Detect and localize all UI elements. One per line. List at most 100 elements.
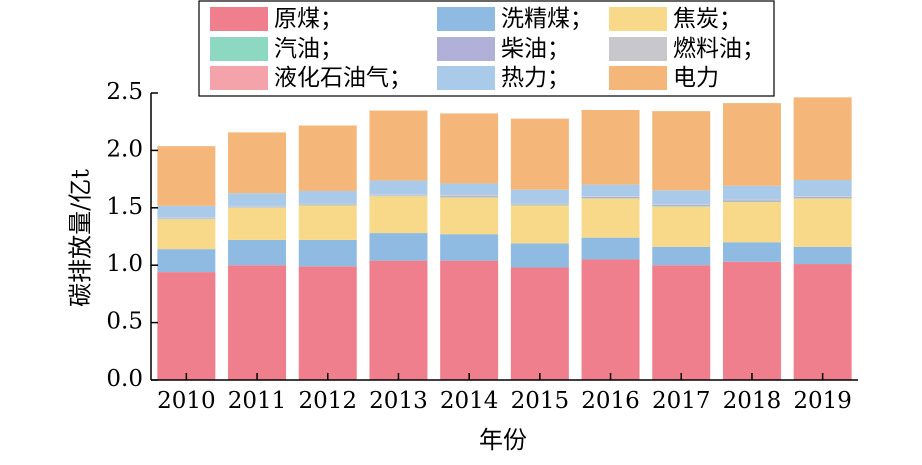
bar-segment <box>582 197 640 198</box>
y-tick-label: 0.0 <box>106 366 143 392</box>
legend-label: 热力； <box>501 65 570 91</box>
legend-label: 液化石油气； <box>274 65 412 91</box>
legend: 原煤；洗精煤；焦炭；汽油；柴油；燃料油；液化石油气；热力；电力 <box>199 1 774 96</box>
bar-segment <box>228 207 286 208</box>
bar-segment <box>723 200 781 201</box>
x-tick-label: 2017 <box>652 388 711 414</box>
y-tick-label: 2.0 <box>106 136 143 162</box>
legend-swatch <box>210 7 268 31</box>
bar-segment <box>794 180 852 196</box>
bar-segment <box>299 204 357 205</box>
bar-segment <box>157 219 215 220</box>
x-tick-label: 2015 <box>511 388 570 414</box>
bar-segment <box>228 207 286 208</box>
bar-segment <box>652 205 710 206</box>
bar-segment <box>794 196 852 197</box>
bar-segment <box>369 196 427 233</box>
x-tick-label: 2011 <box>228 388 287 414</box>
legend-swatch <box>437 37 495 61</box>
bar-segment <box>511 243 569 267</box>
bar-segment <box>228 208 286 240</box>
bar-segment <box>652 247 710 265</box>
bar-segment <box>369 111 427 181</box>
bar-segment <box>511 205 569 206</box>
y-tick-label: 1.5 <box>106 194 143 220</box>
bar-segment <box>157 218 215 219</box>
bar-segment <box>652 207 710 247</box>
legend-swatch <box>210 37 268 61</box>
bar-segment <box>652 206 710 207</box>
bar-segment <box>440 113 498 183</box>
bar-segment <box>794 247 852 264</box>
bar-segment <box>369 261 427 380</box>
bar-segment <box>440 183 498 194</box>
x-tick-label: 2018 <box>723 388 782 414</box>
bar-segment <box>652 190 710 204</box>
bar-segment <box>511 204 569 205</box>
bar-segment <box>228 132 286 193</box>
bar-segment <box>511 190 569 204</box>
bar-segment <box>723 200 781 201</box>
bar-segment <box>440 261 498 380</box>
bar-segment <box>228 206 286 207</box>
bar-segment <box>723 242 781 262</box>
bar-segment <box>440 197 498 198</box>
bar-segment <box>723 186 781 200</box>
x-tick-label: 2013 <box>369 388 428 414</box>
x-tick-label: 2012 <box>298 388 357 414</box>
bar-segment <box>582 199 640 238</box>
bar-segment <box>794 264 852 380</box>
legend-swatch <box>437 66 495 90</box>
bar-segment <box>299 125 357 190</box>
bar-segment <box>511 119 569 190</box>
bar-segment <box>157 146 215 206</box>
bar-segment <box>157 206 215 217</box>
legend-label: 柴油； <box>501 36 570 62</box>
y-axis-title: 碳排放量/亿t <box>67 169 95 307</box>
bar-segment <box>299 204 357 205</box>
legend-swatch <box>609 66 667 90</box>
legend-label: 燃料油； <box>673 36 765 62</box>
bar-segment <box>582 110 640 185</box>
bar-segment <box>440 195 498 196</box>
bar-segment <box>582 259 640 380</box>
bar-segment <box>228 240 286 265</box>
legend-label: 洗精煤； <box>501 6 593 32</box>
bar-segment <box>157 249 215 272</box>
bar-segment <box>723 103 781 186</box>
legend-swatch <box>210 66 268 90</box>
bar-segment <box>157 218 215 219</box>
bar-segment <box>228 193 286 206</box>
bar-segment <box>157 272 215 380</box>
bar-segment <box>652 265 710 380</box>
bar-segment <box>794 198 852 199</box>
bar-segment <box>652 204 710 205</box>
x-tick-label: 2010 <box>157 388 216 414</box>
legend-label: 原煤； <box>274 6 343 32</box>
bar-segment <box>582 185 640 196</box>
bar-segment <box>440 234 498 260</box>
bar-segment <box>440 196 498 197</box>
bar-segment <box>723 201 781 202</box>
bar-segment <box>723 202 781 242</box>
legend-label: 焦炭； <box>673 6 742 32</box>
x-tick-label: 2019 <box>793 388 852 414</box>
bar-segment <box>299 240 357 266</box>
legend-swatch <box>437 7 495 31</box>
bar-segment <box>652 111 710 190</box>
bar-segment <box>299 206 357 240</box>
bar-segment <box>369 195 427 196</box>
bar-segment <box>511 206 569 244</box>
x-axis-title: 年份 <box>479 426 527 454</box>
bar-segment <box>299 191 357 204</box>
bar-segment <box>299 205 357 206</box>
x-tick-label: 2016 <box>581 388 640 414</box>
x-tick-label: 2014 <box>440 388 499 414</box>
bar-segment <box>440 197 498 234</box>
legend-swatch <box>609 37 667 61</box>
bar-segment <box>511 267 569 380</box>
legend-swatch <box>609 7 667 31</box>
legend-label: 汽油； <box>274 36 343 62</box>
